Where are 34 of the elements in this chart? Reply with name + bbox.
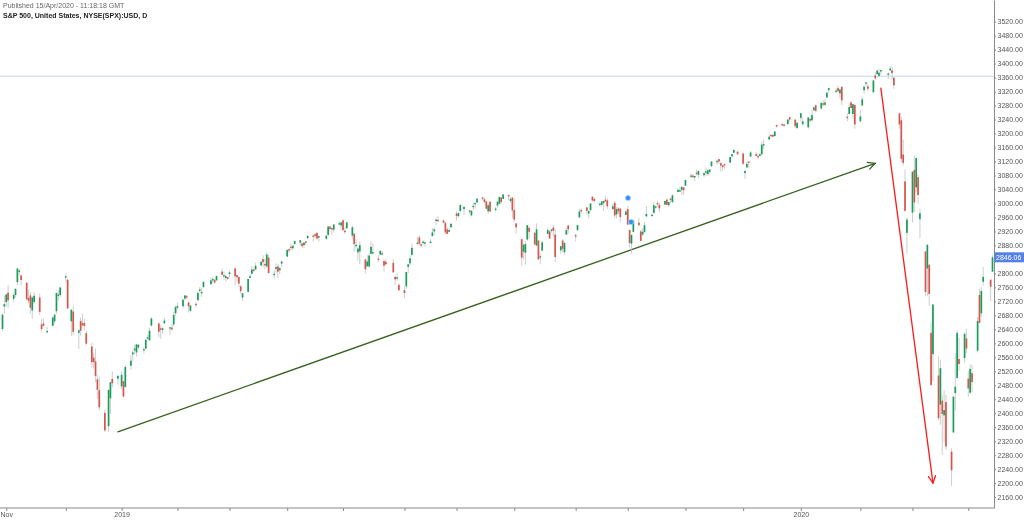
candlestick	[906, 217, 908, 255]
candlestick	[249, 273, 251, 279]
candlestick	[742, 152, 744, 166]
candlestick	[980, 286, 983, 318]
candlestick	[182, 299, 184, 309]
candlestick	[117, 374, 119, 385]
candlestick	[626, 205, 629, 226]
candlestick	[638, 217, 640, 227]
candlestick	[744, 169, 746, 180]
candlestick	[887, 71, 890, 80]
candlestick	[904, 168, 906, 212]
candlestick	[826, 92, 828, 99]
candlestick	[304, 240, 307, 246]
candlestick	[195, 301, 197, 308]
candlestick	[651, 212, 653, 218]
candlestick	[104, 409, 106, 433]
candlestick	[312, 234, 315, 242]
candlestick	[318, 235, 320, 242]
candlestick	[515, 222, 517, 234]
candlestick	[755, 151, 758, 157]
candlestick	[835, 88, 838, 94]
candlestick	[574, 233, 577, 242]
candlestick	[554, 228, 557, 262]
candlestick	[111, 370, 114, 389]
candlestick	[398, 282, 400, 292]
candlestick	[541, 240, 544, 252]
candlestick	[982, 266, 985, 287]
candlestick	[539, 253, 542, 265]
candlestick	[732, 148, 735, 154]
candlestick	[799, 112, 802, 122]
candlestick	[327, 225, 330, 237]
candlestick	[46, 326, 49, 333]
candlestick	[90, 342, 93, 368]
candlestick	[38, 293, 41, 316]
